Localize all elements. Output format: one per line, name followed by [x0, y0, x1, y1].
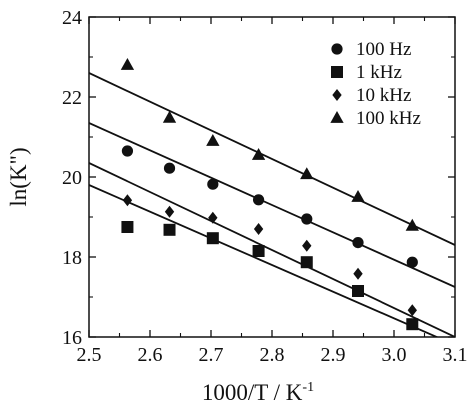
tick-labels: 2.5 2.6 2.7 2.8 2.9 3.0 3.1 16 18 20 22 24 — [62, 7, 468, 366]
y-tick-label-4: 24 — [62, 7, 82, 29]
x-tick-label-6: 3.1 — [443, 344, 468, 366]
y-tick-label-2: 20 — [62, 167, 82, 189]
x-tick-label-0: 2.5 — [77, 344, 102, 366]
data-point-1-khz-1 — [163, 223, 176, 236]
data-point-100-khz-0 — [120, 58, 135, 70]
data-point-100-khz-1 — [162, 110, 177, 123]
legend-label-100-hz: 100 Hz — [356, 39, 411, 60]
fit-lines — [89, 72, 455, 337]
data-point-100-khz-6 — [405, 218, 419, 231]
x-axis-title-superscript: -1 — [302, 380, 314, 395]
legend-marker-1-khz — [331, 66, 343, 78]
data-point-100-khz-2 — [206, 134, 220, 146]
fit-line-1-khz — [89, 184, 439, 337]
data-point-1-khz-0 — [121, 221, 134, 233]
data-point-1-khz-4 — [300, 256, 313, 269]
data-point-100-hz-6 — [406, 256, 418, 268]
x-tick-label-4: 2.9 — [321, 344, 346, 366]
data-point-100-hz-4 — [301, 213, 313, 225]
data-point-10-khz-3 — [253, 223, 264, 235]
data-point-100-hz-2 — [207, 178, 219, 190]
data-point-100-hz-1 — [163, 162, 176, 174]
data-point-100-khz-3 — [251, 148, 266, 160]
legend-label-100-khz: 100 kHz — [356, 108, 421, 129]
x-tick-label-3: 2.8 — [260, 344, 285, 366]
data-point-100-hz-3 — [252, 194, 265, 206]
data-point-100-khz-5 — [351, 190, 365, 202]
data-point-100-hz-0 — [121, 145, 134, 157]
data-point-1-khz-6 — [406, 318, 419, 331]
x-axis-title: 1000/T / K-1 — [202, 380, 314, 405]
y-tick-label-0: 16 — [62, 327, 82, 349]
fit-line-100-hz — [89, 122, 455, 288]
data-points — [120, 58, 419, 331]
data-point-10-khz-0 — [122, 194, 133, 207]
legend-marker-100-hz — [331, 43, 343, 55]
legend-label-1-khz: 1 kHz — [356, 62, 402, 83]
y-axis-title: ln(K") — [6, 147, 31, 206]
legend-marker-100-khz — [330, 111, 344, 123]
data-point-1-khz-5 — [352, 285, 365, 297]
axis-ticks — [88, 16, 456, 338]
data-point-1-khz-2 — [206, 232, 219, 245]
y-tick-label-1: 18 — [62, 247, 82, 269]
data-point-10-khz-4 — [302, 239, 312, 252]
data-point-10-khz-2 — [208, 211, 218, 224]
data-point-10-khz-6 — [407, 304, 417, 317]
legend-label-10-khz: 10 kHz — [356, 85, 411, 106]
data-point-1-khz-3 — [252, 245, 265, 257]
fit-line-10-khz — [89, 162, 455, 337]
data-point-100-khz-4 — [300, 167, 314, 180]
x-tick-label-2: 2.7 — [199, 344, 224, 366]
x-tick-label-1: 2.6 — [138, 344, 163, 366]
data-point-10-khz-5 — [353, 267, 363, 280]
data-point-10-khz-1 — [164, 205, 175, 218]
x-axis-title-text: 1000/T / K — [202, 380, 303, 405]
data-point-100-hz-5 — [352, 237, 364, 249]
y-tick-label-3: 22 — [62, 87, 82, 109]
legend-marker-10-khz — [332, 89, 342, 101]
x-tick-label-5: 3.0 — [382, 344, 407, 366]
fit-line-100-khz — [89, 72, 455, 246]
